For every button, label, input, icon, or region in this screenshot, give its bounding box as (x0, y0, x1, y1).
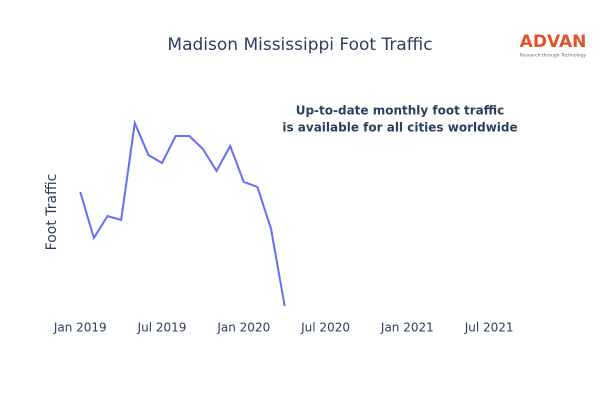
x-tick-label: Jan 2020 (216, 321, 270, 335)
logo: ADVAN (520, 32, 587, 52)
x-tick-label: Jan 2021 (380, 321, 434, 335)
x-tick-label: Jan 2019 (53, 321, 107, 335)
line (79, 119, 286, 307)
x-tick-label: Jul 2020 (300, 321, 350, 335)
annotation: is available for all cities worldwide (282, 121, 517, 135)
x-tick-label: Jul 2021 (464, 321, 514, 335)
chart-title: Madison Mississippi Foot Traffic (167, 35, 432, 55)
x-tick-label: Jul 2019 (137, 321, 187, 335)
y-axis-label: Foot Traffic (44, 174, 60, 251)
logo-tagline: Research through Technology (520, 53, 587, 59)
annotation: Up-to-date monthly foot traffic (296, 104, 505, 118)
